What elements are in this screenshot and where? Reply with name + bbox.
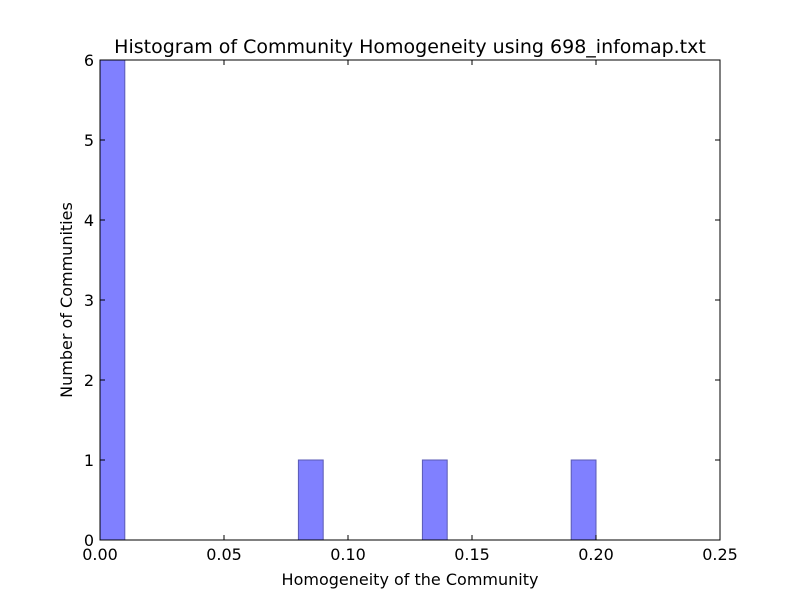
x-tick-label-0: 0.00 [82, 545, 118, 564]
chart-title: Histogram of Community Homogeneity using… [114, 36, 706, 58]
y-tick-label-4: 4 [84, 211, 94, 230]
x-tick-label-1: 0.05 [206, 545, 242, 564]
plot-area-frame [99, 59, 721, 541]
y-tick-label-0: 0 [84, 531, 94, 550]
y-tick-label-3: 3 [84, 291, 94, 310]
x-tick-label-5: 0.25 [702, 545, 738, 564]
histogram-bar-1 [297, 459, 324, 541]
bars-layer [99, 59, 597, 541]
histogram-bar-3 [570, 459, 597, 541]
x-axis-label: Homogeneity of the Community [282, 570, 539, 589]
y-tick-label-1: 1 [84, 451, 94, 470]
x-tick-label-3: 0.15 [454, 545, 490, 564]
y-tick-label-2: 2 [84, 371, 94, 390]
y-axis-label: Number of Communities [57, 202, 76, 398]
x-tick-label-4: 0.20 [578, 545, 614, 564]
histogram-bar-2 [421, 459, 448, 541]
y-tick-label-6: 6 [84, 51, 94, 70]
ticks-layer: 0.00 0.05 0.10 0.15 0.20 0.25 0 1 2 3 4 5 6 [82, 51, 738, 564]
x-tick-label-2: 0.10 [330, 545, 366, 564]
y-tick-label-5: 5 [84, 131, 94, 150]
